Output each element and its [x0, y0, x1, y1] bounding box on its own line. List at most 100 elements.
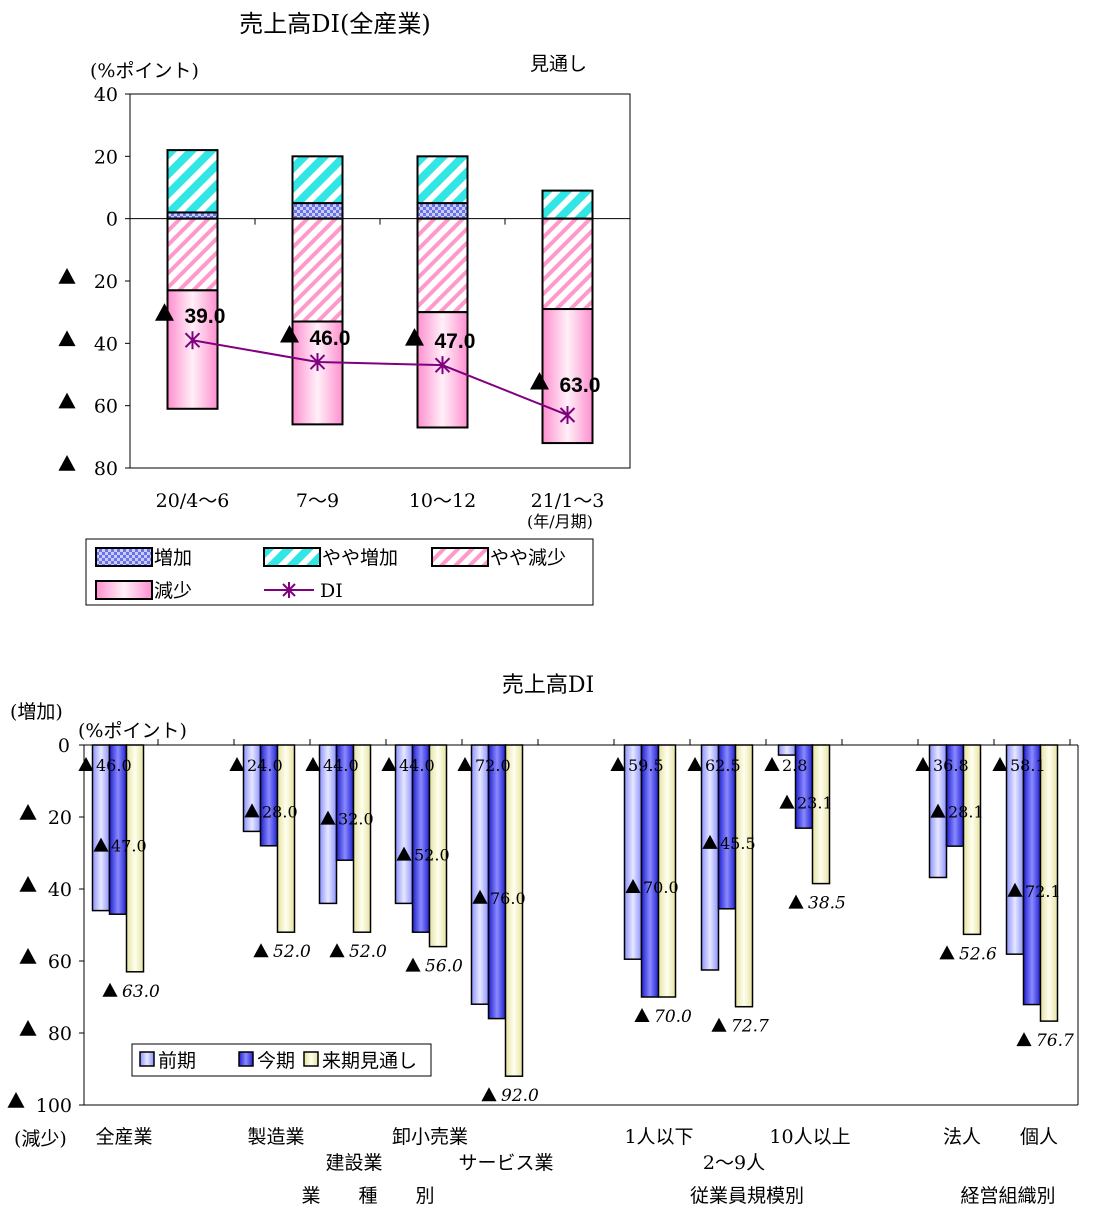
chart2-data-label: 32.0 — [338, 810, 374, 829]
chart2-data-label: 59.5 — [628, 756, 664, 775]
chart2-data-label-triangle — [93, 837, 109, 852]
chart1-x-tick-label: 20/4～6 — [156, 490, 230, 512]
chart2-data-label: 56.0 — [425, 957, 463, 977]
chart2-data-label: 38.5 — [808, 894, 846, 914]
chart2-data-label: 70.0 — [643, 878, 679, 897]
chart2-x-tick-label: 個人 — [1020, 1126, 1058, 1148]
chart2-data-label-triangle — [764, 757, 780, 771]
chart1-bar-segment — [541, 189, 594, 220]
chart2-data-label-triangle — [992, 757, 1008, 771]
chart2-data-label-triangle — [711, 1017, 727, 1032]
chart1-di-marker — [434, 356, 451, 375]
chart2-bar — [657, 744, 677, 998]
chart2-data-label-triangle — [329, 943, 345, 958]
chart1-di-line — [192, 339, 568, 416]
chart1-title: 売上高DI(全産業) — [239, 10, 430, 38]
chart2-legend-label: 来期見通し — [322, 1050, 417, 1072]
chart2-increase-label: (増加) — [10, 701, 63, 723]
chart2-y-tick-triangle — [19, 948, 37, 964]
chart2-data-label: 44.0 — [323, 756, 359, 775]
chart2-data-label: 52.0 — [273, 942, 311, 962]
chart1-di-marker — [184, 331, 201, 350]
chart2-data-label: 23.1 — [797, 794, 833, 813]
chart2-y-tick-label: 20 — [48, 807, 72, 829]
chart1-x-tick-label: 10～12 — [409, 490, 476, 512]
chart2-y-tick-triangle — [19, 1020, 37, 1036]
chart1-y-tick-label: 20 — [94, 146, 118, 168]
chart1-data-label-triangle — [405, 328, 424, 346]
chart1-di-marker — [559, 406, 576, 425]
chart2-data-label: 44.0 — [399, 756, 435, 775]
chart1-bar-segment — [166, 289, 219, 410]
chart2-data-label: 92.0 — [501, 1086, 539, 1106]
chart2-legend-label: 前期 — [158, 1050, 196, 1072]
chart1-data-label: 63.0 — [560, 374, 601, 397]
chart2-data-label-triangle — [915, 757, 931, 771]
chart2-bar — [700, 744, 720, 971]
chart2-bar — [777, 744, 797, 756]
chart2-data-label: 24.0 — [247, 756, 283, 775]
chart1-data-label: 46.0 — [310, 327, 351, 350]
chart1-bar-segment — [166, 217, 219, 292]
chart2-data-label: 28.1 — [948, 803, 984, 822]
chart2-data-label: 52.0 — [349, 942, 387, 962]
chart2-data-label: 47.0 — [111, 837, 147, 856]
chart2-x-tick-label: 製造業 — [247, 1126, 304, 1148]
chart1-legend-label: 減少 — [154, 580, 192, 602]
chart2-data-label: 2.8 — [782, 756, 807, 775]
chart1-data-label: 39.0 — [185, 305, 226, 328]
chart2-legend-swatch — [238, 1051, 254, 1067]
chart1-y-tick-triangle — [58, 392, 76, 409]
chart2-data-label-triangle — [253, 943, 269, 958]
chart2-data-label-triangle — [229, 757, 245, 771]
chart2-data-label-triangle — [702, 834, 718, 849]
chart2-data-label-triangle — [1016, 1032, 1032, 1047]
chart2-data-label: 46.0 — [96, 756, 132, 775]
chart2-y-tick-label: 100 — [36, 1095, 72, 1117]
chart1-y-tick-label: 60 — [94, 396, 118, 418]
chart2-bar — [276, 744, 296, 933]
chart2-data-label-triangle — [634, 1008, 650, 1022]
chart1-y-tick-triangle — [58, 455, 76, 471]
chart1-data-label: 47.0 — [435, 330, 476, 353]
chart2-bar — [487, 744, 507, 1020]
chart2-x-tick-label: 2～9人 — [703, 1152, 765, 1174]
chart2-y-tick-label: 0 — [58, 735, 70, 757]
chart2-bar — [640, 744, 660, 998]
chart2-data-label-triangle — [930, 803, 946, 818]
chart1-y-axis-label: (%ポイント) — [90, 60, 199, 82]
chart2-bar — [734, 744, 754, 1008]
chart1-bar-segment — [416, 155, 469, 205]
chart1-y-tick-triangle — [58, 330, 76, 347]
chart2-bar — [504, 744, 524, 1077]
chart2-y-axis-label: (%ポイント) — [78, 720, 187, 742]
chart2-data-label: 58.1 — [1010, 756, 1046, 775]
group-label-organization: 経営組織別 — [960, 1185, 1055, 1207]
chart1-bar-segment — [416, 202, 469, 220]
chart2-data-label: 63.0 — [122, 982, 160, 1002]
chart2-data-label-triangle — [939, 945, 955, 960]
chart2-legend-swatch — [139, 1051, 155, 1067]
chart1-data-label-triangle — [280, 325, 299, 343]
chart2-data-label-triangle — [305, 757, 321, 771]
chart2-bar — [1039, 744, 1059, 1022]
chart2-data-label-triangle — [405, 957, 421, 972]
chart2-x-tick-label: 卸小売業 — [392, 1126, 468, 1148]
chart2-bar — [623, 744, 643, 960]
chart2-data-label-triangle — [102, 982, 118, 997]
chart1-legend-label: やや減少 — [490, 547, 566, 569]
chart2-x-tick-label: 全産業 — [95, 1126, 152, 1148]
chart2-data-label: 52.0 — [414, 846, 450, 865]
chart2-data-label-triangle — [320, 810, 336, 825]
chart2-x-tick-label: 10人以上 — [769, 1126, 850, 1148]
chart1-bar-segment — [416, 217, 469, 314]
chart2-bar — [962, 744, 982, 936]
chart2-y-tick-label: 60 — [48, 951, 72, 973]
chart2-bar — [428, 744, 448, 948]
chart2-y-tick-label: 40 — [48, 879, 72, 901]
chart1-legend-marker — [282, 582, 296, 598]
chart2-bar — [125, 744, 145, 973]
chart2-data-label-triangle — [244, 803, 260, 818]
chart2-data-label: 45.5 — [720, 834, 756, 853]
chart1-bar-segment — [166, 149, 219, 214]
